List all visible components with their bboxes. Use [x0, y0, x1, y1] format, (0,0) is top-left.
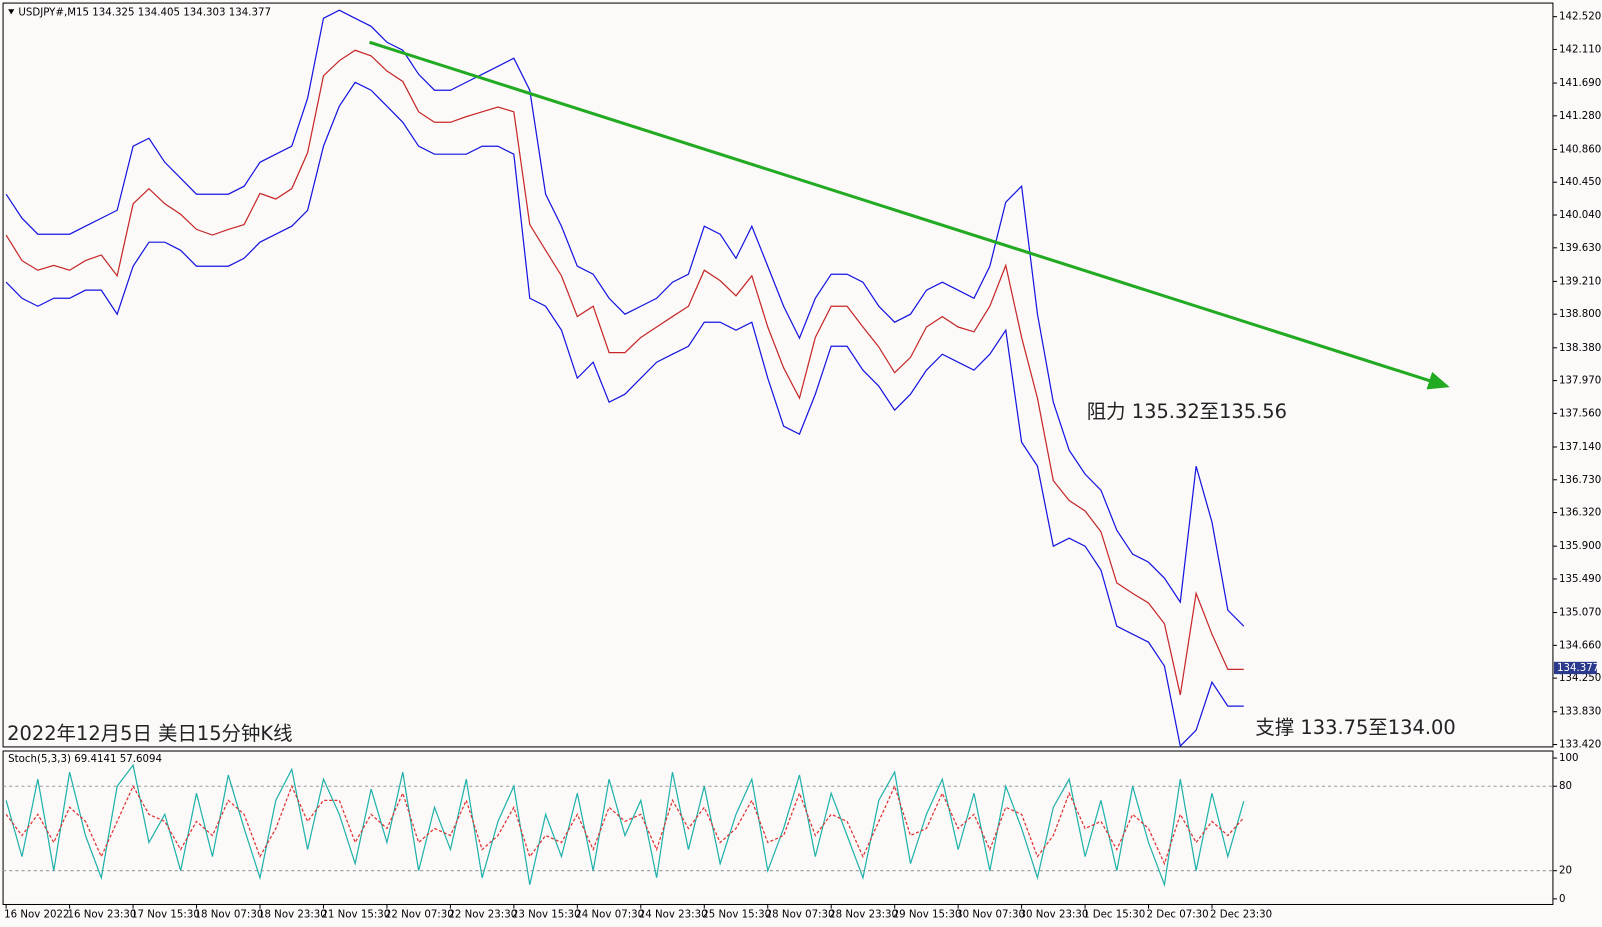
x-tick-label: 1 Dec 15:30 [1083, 910, 1145, 921]
series-line [5, 763, 1245, 888]
collapse-icon [8, 9, 15, 15]
y-tick-label: 139.210 [1559, 276, 1601, 287]
stoch-main: 69.4141 [74, 754, 116, 765]
y-tick-label: 133.420 [1559, 740, 1601, 751]
y-tick-label: 135.900 [1559, 541, 1601, 552]
main-panel [2, 2, 1554, 748]
trend-line [369, 40, 1450, 390]
y-tick-label: 135.490 [1559, 574, 1601, 585]
y-tick-label: 134.660 [1559, 640, 1601, 651]
y-tick-label: 140.860 [1559, 144, 1601, 155]
y-tick-label: 138.380 [1559, 343, 1601, 354]
series-line [5, 9, 1245, 627]
stoch-signal: 57.6094 [120, 754, 162, 765]
price-tag-label: 134.377 [1557, 663, 1599, 674]
stoch-panel [2, 750, 1554, 906]
y-tick-label: 133.830 [1559, 707, 1601, 718]
series-line [5, 81, 1244, 748]
y-tick-label: 0 [1559, 894, 1566, 905]
x-tick-label: 18 Nov 23:30 [258, 910, 327, 921]
y-tick-label: 136.320 [1559, 508, 1601, 519]
x-tick-label: 22 Nov 23:30 [448, 910, 517, 921]
y-tick-label: 139.630 [1559, 243, 1601, 254]
resistance-note: 阻力 135.32至135.56 [1087, 400, 1287, 423]
x-tick-label: 28 Nov 23:30 [829, 910, 898, 921]
x-tick-label: 21 Nov 15:30 [321, 910, 390, 921]
high: 134.405 [138, 7, 180, 18]
x-tick-label: 24 Nov 23:30 [639, 910, 708, 921]
x-tick-label: 30 Nov 07:30 [956, 910, 1025, 921]
x-tick-label: 30 Nov 23:30 [1020, 910, 1089, 921]
x-tick-label: 29 Nov 15:30 [893, 910, 962, 921]
x-tick-label: 18 Nov 07:30 [194, 910, 263, 921]
y-tick-label: 137.970 [1559, 376, 1601, 387]
y-tick-label: 140.040 [1559, 210, 1601, 221]
x-tick-label: 22 Nov 07:30 [385, 910, 454, 921]
chart-caption: 2022年12月5日 美日15分钟K线 [7, 722, 292, 745]
y-tick-label: 100 [1559, 753, 1579, 764]
y-tick-label: 141.690 [1559, 78, 1601, 89]
price-tag [1553, 661, 1597, 675]
stoch-title: Stoch(5,3,3) [8, 754, 71, 765]
x-tick-label: 16 Nov 23:30 [68, 910, 137, 921]
series-line [5, 49, 1244, 696]
open: 134.325 [92, 7, 134, 18]
y-tick-label: 142.520 [1559, 12, 1601, 23]
low: 134.303 [183, 7, 225, 18]
y-tick-label: 142.110 [1559, 44, 1601, 55]
y-tick-label: 137.140 [1559, 442, 1601, 453]
x-tick-label: 23 Nov 15:30 [512, 910, 581, 921]
y-tick-label: 134.250 [1559, 673, 1601, 684]
main-header: USDJPY#,M15 134.325 134.405 134.303 134.… [18, 7, 271, 18]
y-tick-label: 80 [1559, 781, 1572, 792]
x-tick-label: 2 Dec 07:30 [1146, 910, 1208, 921]
support-note: 支撑 133.75至134.00 [1255, 716, 1455, 739]
x-tick-label: 25 Nov 15:30 [702, 910, 771, 921]
stoch-header: Stoch(5,3,3) 69.4141 57.6094 [8, 754, 162, 765]
y-tick-label: 20 [1559, 866, 1572, 877]
x-tick-label: 17 Nov 15:30 [131, 910, 200, 921]
series-line [5, 784, 1245, 866]
x-tick-label: 28 Nov 07:30 [766, 910, 835, 921]
y-tick-label: 137.560 [1559, 408, 1601, 419]
y-tick-label: 140.450 [1559, 177, 1601, 188]
close: 134.377 [229, 7, 271, 18]
y-tick-label: 136.730 [1559, 475, 1601, 486]
x-tick-label: 24 Nov 07:30 [575, 910, 644, 921]
x-tick-label: 2 Dec 23:30 [1210, 910, 1272, 921]
x-tick-label: 16 Nov 2022 [4, 910, 69, 921]
y-tick-label: 141.280 [1559, 111, 1601, 122]
y-tick-label: 135.070 [1559, 608, 1601, 619]
symbol: USDJPY#,M15 [18, 7, 89, 18]
y-tick-label: 138.800 [1559, 309, 1601, 320]
